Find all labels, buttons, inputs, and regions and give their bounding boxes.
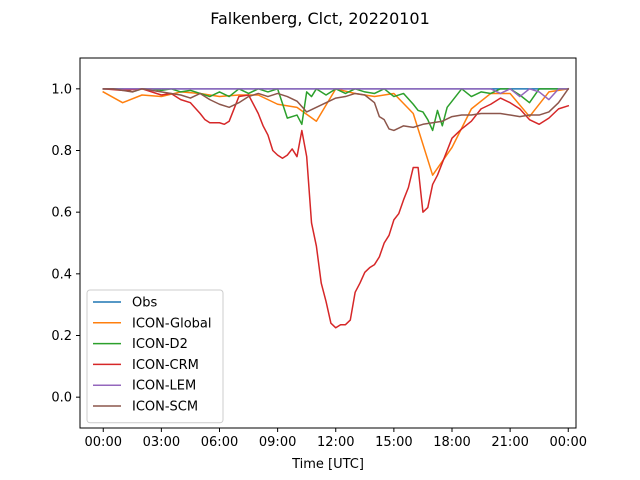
legend-label-icon-crm: ICON-CRM — [132, 358, 199, 373]
y-tick-label: 1.0 — [51, 82, 72, 97]
y-tick-label: 0.6 — [51, 206, 72, 221]
chart-title: Falkenberg, Clct, 20220101 — [210, 9, 430, 28]
series-line-icon-lem — [102, 88, 569, 101]
legend: Obs ICON-Global ICON-D2 ICON-CRM ICON-LEM ICO… — [86, 289, 224, 424]
x-tick-label: 21:00 — [491, 435, 528, 450]
y-tick-label: 0.2 — [51, 329, 72, 344]
y-axis: 0.0 0.2 0.4 0.6 0.8 1.0 — [51, 82, 80, 406]
x-tick-label: 06:00 — [201, 435, 238, 450]
y-tick-label: 0.8 — [51, 144, 72, 159]
series-line-icon-scm — [102, 87, 570, 132]
legend-label-icon-scm: ICON-SCM — [132, 400, 198, 415]
legend-label-icon-lem: ICON-LEM — [132, 379, 196, 394]
legend-label-icon-d2: ICON-D2 — [132, 337, 188, 352]
x-axis: 00:00 03:00 06:00 09:00 12:00 15:00 18:00 21:00… — [85, 428, 587, 450]
series-line-icon-crm — [102, 88, 570, 329]
y-tick-label: 0.4 — [51, 267, 72, 282]
y-tick-label: 0.0 — [51, 391, 72, 406]
x-tick-label: 12:00 — [317, 435, 354, 450]
series-layer — [102, 87, 570, 329]
x-tick-label: 18:00 — [433, 435, 470, 450]
plot-frame — [79, 57, 577, 429]
x-tick-label: 09:00 — [259, 435, 296, 450]
x-tick-label: 00:00 — [85, 435, 122, 450]
legend-label-obs: Obs — [132, 296, 157, 311]
x-axis-label: Time [UTC] — [291, 457, 364, 472]
x-tick-label: 15:00 — [375, 435, 412, 450]
legend-label-icon-global: ICON-Global — [132, 316, 212, 331]
x-tick-label: 03:00 — [143, 435, 180, 450]
x-tick-label: 00:00 — [550, 435, 587, 450]
series-line-icon-d2 — [102, 88, 569, 132]
